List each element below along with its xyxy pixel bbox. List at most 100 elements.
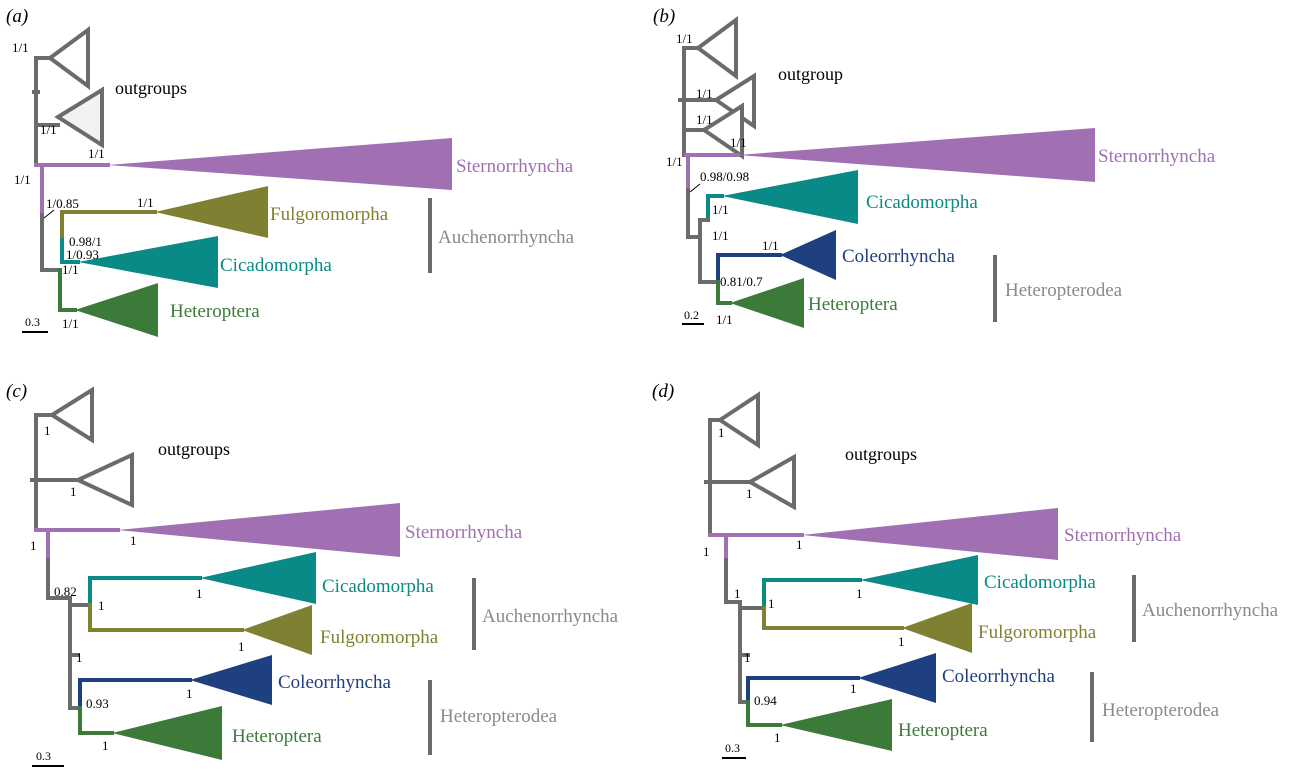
panel-b: (b) outgroup 1/1 1/1 1/1 1/1 1/1 Sternor…: [653, 6, 1216, 328]
support-second-a: 1/1: [40, 122, 57, 137]
support-innernode-c: 0.82: [54, 584, 77, 599]
support-cicad-c: 1: [196, 586, 203, 601]
clade-cicadomorpha-a: [78, 236, 218, 288]
support-fulg-c: 1: [238, 639, 245, 654]
support-top-d: 1: [718, 425, 725, 440]
panel-label-b: (b): [653, 6, 675, 27]
clade-cicadomorpha-b: [722, 170, 858, 224]
support-coleo-c: 1: [186, 686, 193, 701]
outgroup-clade-1-b: [694, 16, 738, 80]
outgroup-clade-1-d: [716, 391, 760, 449]
support-heterodeanode-c: 1: [76, 650, 83, 665]
clade-fulgoromorpha-a: [155, 186, 268, 238]
label-heteroptera-b: Heteroptera: [808, 294, 898, 315]
label-heteroptera-a: Heteroptera: [170, 301, 260, 322]
support-stern-a: 1/1: [88, 146, 105, 161]
support-heteronode-c: 0.93: [86, 696, 109, 711]
scale-label-c: 0.3: [36, 749, 51, 763]
outgroup-label-c: outgroups: [158, 439, 230, 459]
clade-cicadomorpha-c: [200, 552, 316, 604]
support-root-a: 1/1: [14, 172, 31, 187]
outgroup-clade-2-d: [745, 453, 796, 511]
label-sternorrhyncha-c: Sternorrhyncha: [405, 522, 523, 543]
branch-coleorrhyncha-d: [746, 676, 860, 704]
support-inner-a: 1/0.93: [66, 247, 99, 262]
support-auch-a: 1/0.85: [46, 196, 79, 211]
panel-label-a: (a): [6, 6, 28, 27]
clade-sternorrhyncha-a: [108, 138, 452, 190]
clade-heteroptera-a: [75, 283, 158, 337]
clade-sternorrhyncha-d: [802, 508, 1058, 560]
outgroup-branches-a: [34, 56, 60, 167]
branch-cicadomorpha-a: [60, 238, 80, 264]
label-coleorrhyncha-d: Coleorrhyncha: [942, 666, 1055, 687]
label-cicadomorpha-d: Cicadomorpha: [984, 572, 1096, 593]
support-cicad-a: 0.98/1: [69, 234, 102, 249]
branch-ingroup-b: [686, 188, 702, 239]
support-second-c: 1: [70, 484, 77, 499]
outgroup-label-b: outgroup: [778, 64, 843, 84]
clade-coleorrhyncha-b: [780, 230, 836, 280]
branch-cicadomorpha-b: [706, 194, 724, 222]
group-auchenorrhyncha-d: Auchenorrhyncha: [1142, 600, 1279, 621]
support-het-b: 1/1: [716, 312, 733, 327]
support-second-b: 1/1: [696, 86, 713, 101]
panel-label-d: (d): [652, 381, 674, 402]
group-heteropterodea-d: Heteropterodea: [1102, 700, 1220, 721]
scale-label-b: 0.2: [684, 308, 699, 322]
branch-coleorrhyncha-c: [78, 678, 192, 710]
support-coleo-b: 1/1: [762, 238, 779, 253]
branch-cicadomorpha-d: [762, 578, 862, 610]
label-sternorrhyncha-d: Sternorrhyncha: [1064, 525, 1182, 546]
support-third-b: 1/1: [696, 112, 713, 127]
support-coleo-d: 1: [850, 681, 857, 696]
group-heteropterodea-c: Heteropterodea: [440, 706, 558, 727]
branch-ingroup-c: [46, 558, 92, 657]
support-cicadnode-d: 1: [768, 596, 775, 611]
outgroup-label-d: outgroups: [845, 444, 917, 464]
label-fulgoromorpha-c: Fulgoromorpha: [320, 627, 439, 648]
group-auchenorrhyncha-a: Auchenorrhyncha: [438, 227, 575, 248]
scale-label-d: 0.3: [725, 741, 740, 755]
label-fulgoromorpha-a: Fulgoromorpha: [270, 204, 389, 225]
label-sternorrhyncha-b: Sternorrhyncha: [1098, 146, 1216, 167]
group-auchenorrhyncha-c: Auchenorrhyncha: [482, 606, 619, 627]
outgroup-branches-c: [30, 413, 80, 532]
panel-a: (a) outgroups 1/1 1/1 1/1 1/1 Sternorrhy…: [6, 6, 575, 337]
support-top-c: 1: [44, 423, 51, 438]
support-heterodeanode-d: 1: [744, 650, 751, 665]
clade-sternorrhyncha-c: [118, 503, 400, 557]
label-heteroptera-d: Heteroptera: [898, 720, 988, 741]
label-cicadomorpha-c: Cicadomorpha: [322, 576, 434, 597]
clade-fulgoromorpha-d: [902, 603, 972, 653]
support-cicadnode-b: 0.98/0.98: [700, 169, 749, 184]
support-het-d: 1: [774, 730, 781, 745]
support-stern-b: 1/1: [730, 135, 747, 150]
label-cicadomorpha-b: Cicadomorpha: [866, 192, 978, 213]
panel-d: (d) outgroups 1 1 1 1 Sternorrhyncha 1 1…: [652, 381, 1279, 759]
panel-c: (c) outgroups 1 1 1 1 Sternorrhyncha 0.8…: [6, 381, 619, 767]
branch-heteroptera-c: [78, 706, 114, 735]
branch-heteroptera-b: [716, 280, 732, 305]
label-heteroptera-c: Heteroptera: [232, 726, 322, 747]
clade-coleorrhyncha-c: [190, 655, 272, 705]
outgroup-clade-3-b: [700, 102, 744, 160]
support-stern-c: 1: [130, 533, 137, 548]
branch-ingroup-a: [40, 213, 62, 272]
clade-heteroptera-d: [780, 699, 892, 751]
support-stern-d: 1: [796, 537, 803, 552]
branch-coleorrhyncha-b: [716, 253, 782, 284]
support-second-d: 1: [746, 486, 753, 501]
support-heteronode-d: 0.94: [754, 693, 777, 708]
outgroup-branches-d: [704, 418, 752, 537]
support-cicad-b: 1/1: [712, 202, 729, 217]
branch-heteroptera-d: [746, 700, 782, 727]
support-inner-b: 1/1: [712, 228, 729, 243]
support-auchnode-d: 1: [734, 586, 741, 601]
clade-cicadomorpha-d: [860, 555, 978, 605]
support-root-b: 1/1: [666, 154, 683, 169]
outgroup-clade-1-c: [48, 386, 94, 444]
support-top-b: 1/1: [676, 31, 693, 46]
clade-heteroptera-c: [112, 706, 222, 760]
